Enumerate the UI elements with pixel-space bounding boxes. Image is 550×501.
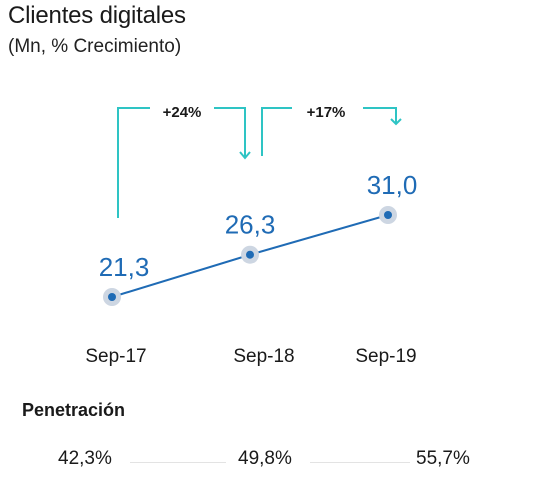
penetration-divider: [310, 462, 410, 463]
data-label: 31,0: [367, 170, 418, 200]
growth-bracket-right-2: [363, 107, 397, 124]
chart-title: Clientes digitales: [8, 2, 186, 29]
x-tick-label: Sep-19: [355, 346, 416, 367]
data-point: [384, 211, 392, 219]
x-tick-label: Sep-18: [233, 346, 294, 367]
x-tick-label: Sep-17: [85, 346, 146, 367]
growth-label: +24%: [163, 104, 202, 121]
penetration-value-sep-19: 55,7%: [416, 448, 470, 469]
data-point: [246, 250, 254, 259]
penetration-row: 42,3% 49,8% 55,7%: [0, 448, 550, 478]
growth-arrow-icon: [239, 151, 251, 160]
penetration-divider: [130, 462, 226, 463]
growth-label: +17%: [307, 104, 346, 121]
penetration-value-sep-17: 42,3%: [58, 448, 112, 469]
penetration-title: Penetración: [22, 400, 126, 420]
penetration-value-sep-18: 49,8%: [238, 448, 292, 469]
digital-clients-chart: +24% +17% 21,3 26,3 31,0 Sep-17 Sep-18 Sep-19: [85, 104, 418, 367]
data-point: [108, 293, 116, 301]
growth-bracket-left-1: [117, 107, 150, 218]
growth-bracket-right-1: [214, 107, 246, 158]
chart-subtitle: (Mn, % Crecimiento): [8, 36, 182, 57]
data-label: 21,3: [99, 252, 150, 282]
growth-arrow-icon: [390, 118, 402, 126]
data-label: 26,3: [225, 210, 276, 240]
growth-bracket-left-2: [261, 107, 292, 156]
